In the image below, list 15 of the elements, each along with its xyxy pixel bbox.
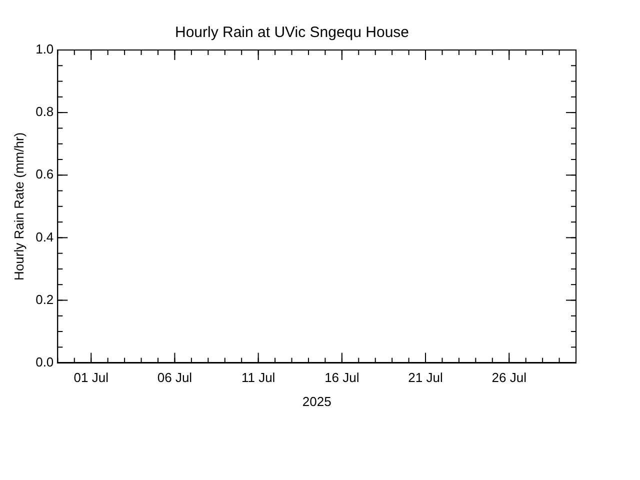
chart-title: Hourly Rain at UVic Sngequ House [174,24,410,42]
x-tick-label: 11 Jul [241,370,276,386]
y-tick-label: 1.0 [36,42,54,57]
y-tick-label: 0.6 [36,166,54,182]
y-tick-label: 0.8 [36,104,54,120]
y-tick-label: 0.4 [36,229,54,244]
x-tick-label: 06 Jul [157,370,192,386]
x-tick-label: 16 Jul [324,370,360,386]
x-tick-label: 21 Jul [408,370,443,386]
x-axis-title: 2025 [302,394,332,409]
x-tick-label: 01 Jul [74,370,109,386]
y-axis-title: Hourly Rain Rate (mm/hr) [11,132,26,280]
y-tick-label: 0.0 [36,354,54,370]
x-tick-label: 26 Jul [492,370,527,386]
y-tick-label: 0.2 [36,292,54,307]
